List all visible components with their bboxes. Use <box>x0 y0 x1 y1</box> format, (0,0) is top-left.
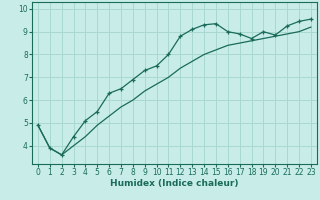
X-axis label: Humidex (Indice chaleur): Humidex (Indice chaleur) <box>110 179 239 188</box>
